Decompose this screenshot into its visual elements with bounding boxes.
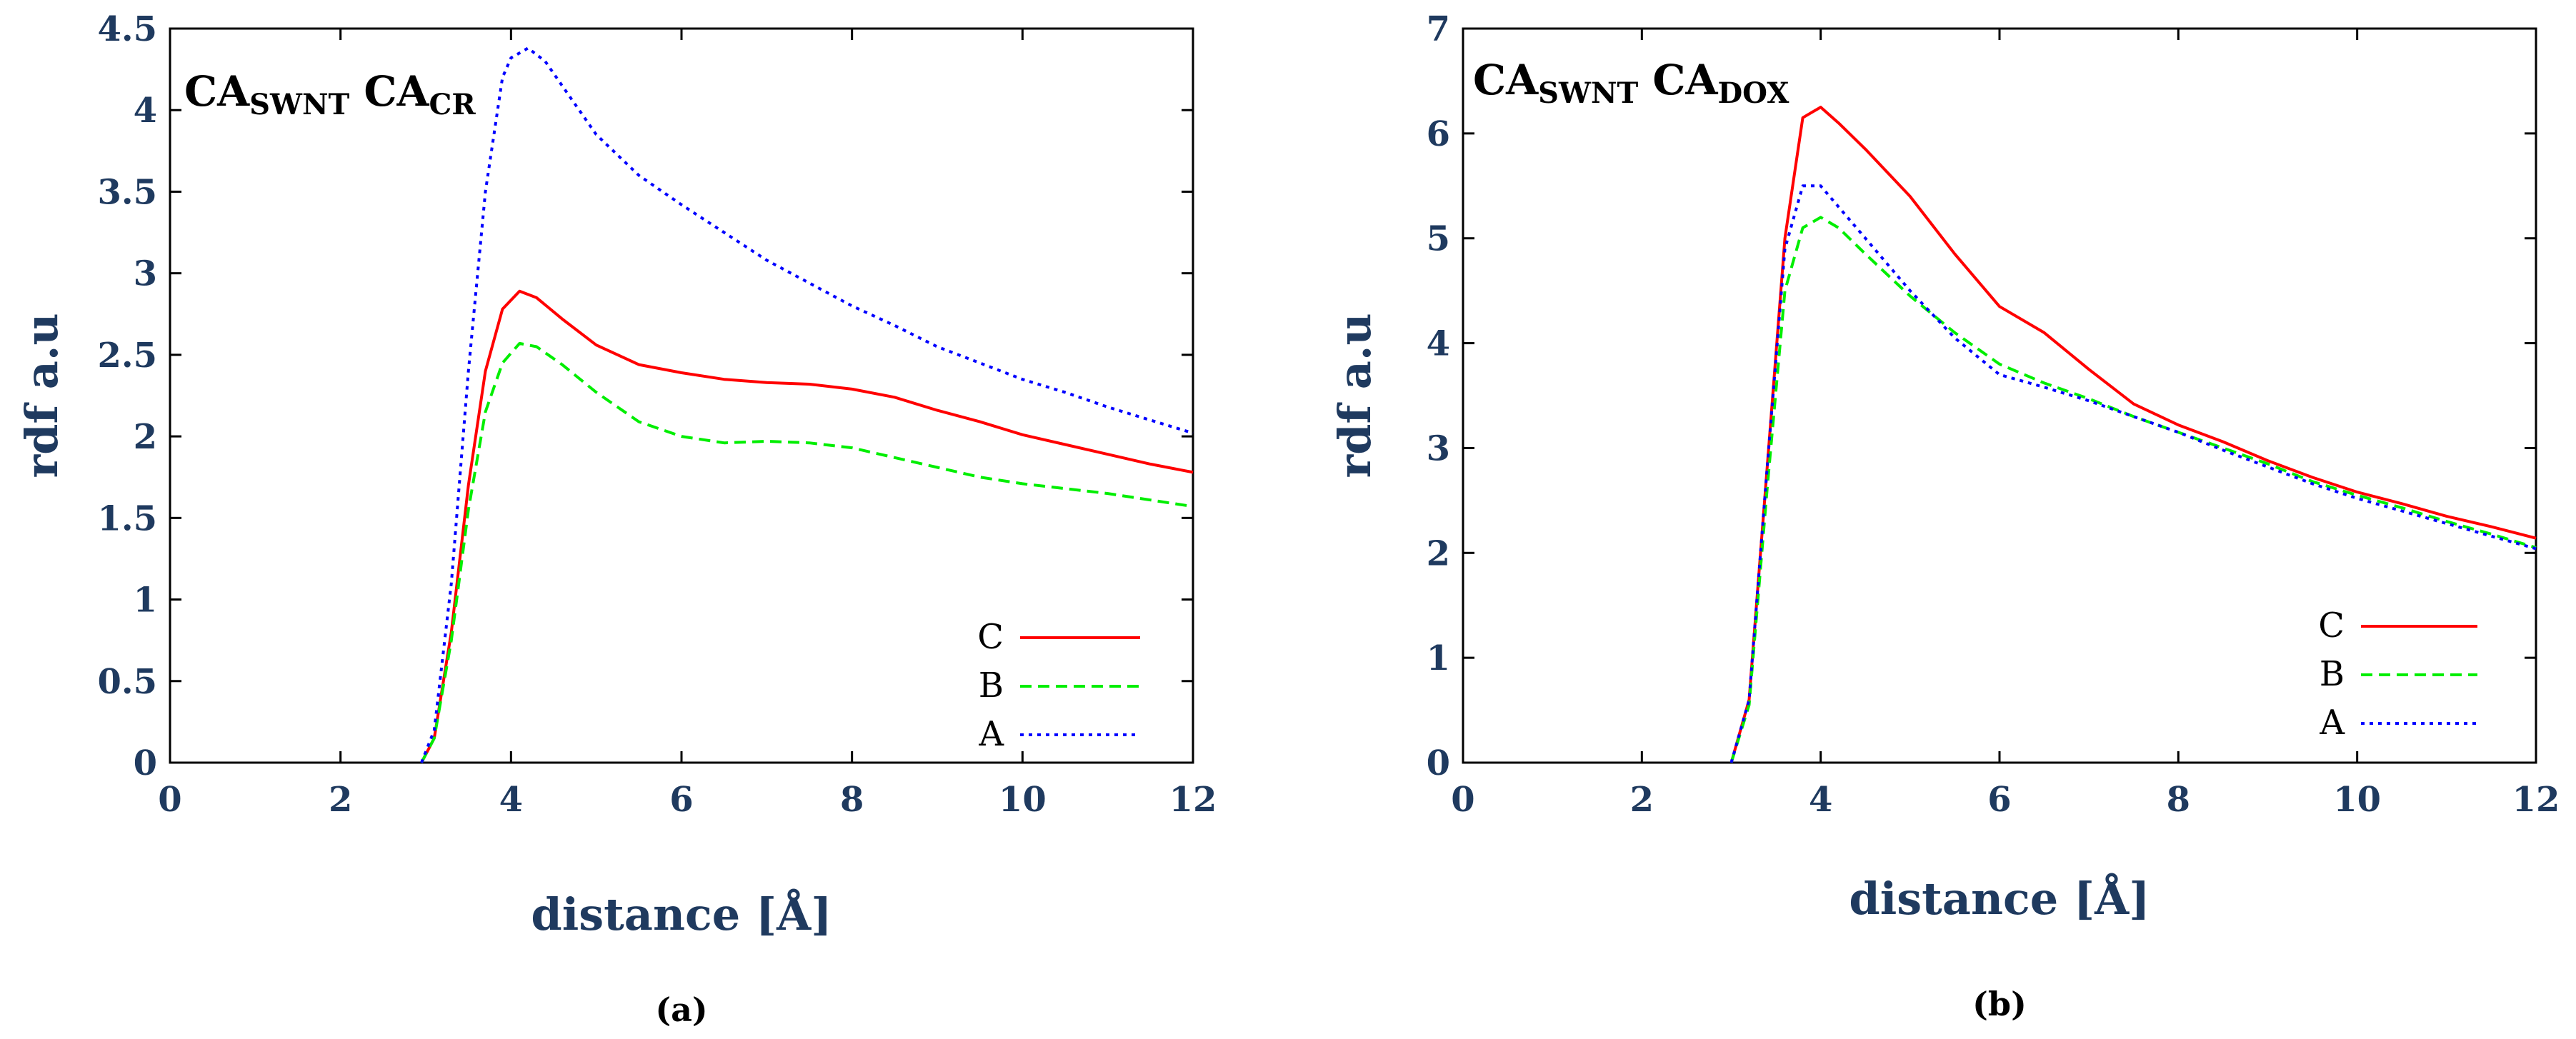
y-tick-label: 3 <box>1427 428 1450 468</box>
y-tick-label: 4.5 <box>97 9 157 49</box>
series-line-c <box>420 289 1194 763</box>
axis-ticks <box>1462 27 2537 764</box>
y-tick-label: 1 <box>1427 638 1450 678</box>
y-axis-label: rdf a.u <box>16 313 68 478</box>
title-part-2-sub: DOX <box>1717 76 1789 110</box>
title-part-1: CA <box>1473 56 1539 104</box>
tick-labels: 0 2 4 6 8 10 12 0 0.5 1 1.5 2 2.5 3 3.5 4 4.5 <box>97 9 1217 820</box>
y-tick-label: 5 <box>1427 219 1450 259</box>
x-tick-label: 6 <box>669 780 693 820</box>
series-line-a <box>420 46 1194 763</box>
y-tick-label: 4 <box>1427 324 1450 364</box>
y-tick-label: 3 <box>134 254 157 294</box>
axis-ticks <box>169 27 1194 764</box>
x-tick-label: 12 <box>1169 780 1217 820</box>
y-tick-label: 7 <box>1427 9 1450 49</box>
series-lines <box>1729 106 2537 763</box>
chart-title: CASWNT CADOX <box>1473 56 1789 110</box>
legend-label-a: A <box>2319 703 2345 743</box>
chart-title: CASWNT CACR <box>184 67 476 121</box>
legend-label-b: B <box>979 666 1004 706</box>
legend-label-c: C <box>2318 606 2345 646</box>
y-axis-label: rdf a.u <box>1329 313 1381 478</box>
x-tick-label: 0 <box>158 780 181 820</box>
x-tick-label: 6 <box>1987 780 2011 820</box>
y-tick-label: 0.5 <box>97 662 157 702</box>
y-tick-label: 2 <box>1427 533 1450 573</box>
title-part-2: CA <box>364 67 429 116</box>
x-tick-label: 10 <box>999 780 1047 820</box>
x-tick-label: 4 <box>499 780 523 820</box>
legend: C B A <box>2318 606 2477 743</box>
title-part-1: CA <box>184 67 250 116</box>
x-tick-label: 8 <box>2167 780 2190 820</box>
x-tick-label: 8 <box>840 780 864 820</box>
x-tick-label: 10 <box>2333 780 2381 820</box>
series-line-b <box>420 341 1194 763</box>
plot-frame <box>169 27 1194 764</box>
title-part-2-sub: CR <box>429 88 476 121</box>
x-tick-label: 4 <box>1809 780 1832 820</box>
x-axis-label: distance [Å] <box>531 888 832 940</box>
x-tick-label: 2 <box>329 780 352 820</box>
legend: C B A <box>977 617 1140 754</box>
x-tick-label: 12 <box>2512 780 2560 820</box>
y-tick-label: 0 <box>1427 743 1450 783</box>
x-axis-label: distance [Å] <box>1849 873 2150 925</box>
y-tick-label: 6 <box>1427 114 1450 154</box>
y-tick-label: 2 <box>134 417 157 457</box>
y-tick-label: 0 <box>134 743 157 783</box>
title-part-1-sub: SWNT <box>1538 76 1638 110</box>
series-line-b <box>1729 216 2537 763</box>
x-tick-label: 2 <box>1630 780 1654 820</box>
y-tick-label: 1.5 <box>97 498 157 538</box>
y-tick-label: 1 <box>134 581 157 621</box>
title-part-1-sub: SWNT <box>249 88 349 121</box>
legend-label-a: A <box>978 714 1004 754</box>
y-tick-label: 3.5 <box>97 172 157 212</box>
panel-label-a: (a) <box>655 990 707 1029</box>
series-lines <box>420 46 1194 763</box>
x-tick-label: 0 <box>1451 780 1474 820</box>
panel-label-b: (b) <box>1972 985 2027 1023</box>
legend-label-b: B <box>2320 654 2345 694</box>
series-line-c <box>1729 106 2537 763</box>
y-tick-label: 4 <box>134 91 157 131</box>
y-tick-label: 2.5 <box>97 336 157 376</box>
legend-label-c: C <box>977 617 1004 657</box>
plot-frame <box>1462 27 2537 764</box>
title-part-2: CA <box>1652 56 1718 104</box>
